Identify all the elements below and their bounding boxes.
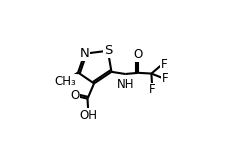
Text: F: F bbox=[149, 83, 155, 96]
Text: F: F bbox=[162, 72, 168, 85]
Text: OH: OH bbox=[79, 109, 97, 122]
Text: O: O bbox=[70, 89, 80, 102]
Text: CH₃: CH₃ bbox=[54, 75, 76, 88]
Text: N: N bbox=[80, 47, 89, 60]
Text: NH: NH bbox=[116, 78, 134, 91]
Text: O: O bbox=[134, 48, 143, 61]
Text: S: S bbox=[104, 44, 112, 57]
Text: F: F bbox=[161, 58, 167, 71]
